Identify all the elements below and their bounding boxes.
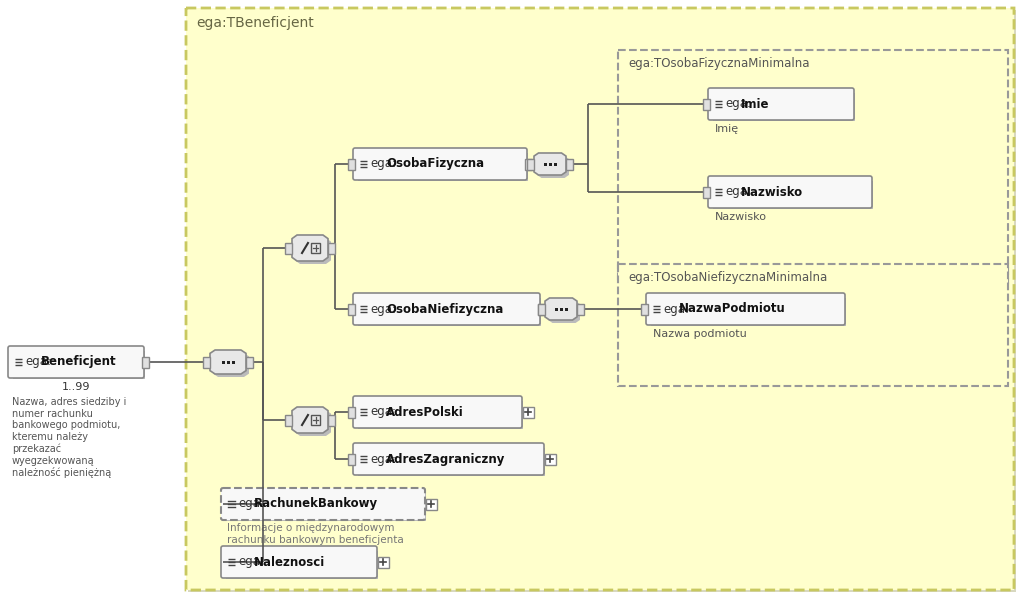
FancyBboxPatch shape (186, 8, 1014, 590)
Bar (226, 551, 378, 579)
FancyBboxPatch shape (353, 443, 544, 475)
Polygon shape (545, 298, 577, 320)
Text: Imię: Imię (715, 124, 739, 134)
Polygon shape (537, 156, 569, 178)
FancyBboxPatch shape (708, 88, 854, 120)
Bar (358, 298, 541, 326)
Polygon shape (295, 238, 331, 264)
Bar (651, 298, 846, 326)
FancyBboxPatch shape (353, 293, 540, 325)
Bar (348, 304, 355, 314)
Bar (311, 415, 319, 425)
Text: Naleznosci: Naleznosci (254, 556, 326, 569)
Polygon shape (292, 235, 328, 261)
Bar (426, 499, 436, 509)
Bar (203, 356, 210, 367)
Text: Nazwa podmiotu: Nazwa podmiotu (653, 329, 746, 339)
Bar (231, 361, 234, 364)
FancyBboxPatch shape (353, 148, 527, 180)
Text: AdresPolski: AdresPolski (386, 406, 464, 419)
Text: OsobaNiefizyczna: OsobaNiefizyczna (386, 302, 504, 316)
Bar (348, 407, 355, 418)
Text: RachunekBankowy: RachunekBankowy (254, 497, 379, 511)
Bar (358, 448, 545, 476)
Text: ega:: ega: (725, 185, 751, 199)
Bar (328, 415, 335, 425)
Bar (13, 351, 145, 379)
Bar (246, 356, 253, 367)
Text: Nazwa, adres siedziby i
numer rachunku
bankowego podmiotu,
kteremu należy
przeka: Nazwa, adres siedziby i numer rachunku b… (12, 397, 126, 478)
Bar (703, 187, 710, 197)
Bar (311, 243, 319, 253)
Bar (285, 242, 292, 253)
Polygon shape (295, 410, 331, 436)
FancyBboxPatch shape (8, 346, 144, 378)
Text: ega:: ega: (663, 302, 689, 316)
Text: ega:: ega: (370, 406, 396, 419)
Text: ega:: ega: (238, 497, 264, 511)
Bar (641, 304, 648, 314)
Text: ega:TOsobaNiefizycznaMinimalna: ega:TOsobaNiefizycznaMinimalna (628, 271, 827, 283)
FancyBboxPatch shape (221, 546, 377, 578)
Text: Imie: Imie (741, 97, 770, 110)
Bar (527, 158, 534, 169)
FancyBboxPatch shape (618, 264, 1008, 386)
Bar (221, 361, 224, 364)
Bar (544, 163, 547, 166)
Bar (188, 10, 1016, 592)
Bar (285, 415, 292, 425)
Bar (348, 454, 355, 464)
Bar (566, 158, 573, 169)
Bar (549, 163, 552, 166)
Bar (358, 153, 528, 181)
Text: Informacje o międzynarodowym
rachunku bankowym beneficjenta: Informacje o międzynarodowym rachunku ba… (227, 523, 403, 545)
Text: ega:TOsobaFizycznaMinimalna: ega:TOsobaFizycznaMinimalna (628, 56, 810, 70)
FancyBboxPatch shape (221, 488, 425, 520)
Polygon shape (210, 350, 246, 374)
Bar (522, 407, 534, 418)
Text: ega:: ega: (25, 355, 51, 368)
Bar (142, 356, 150, 367)
Polygon shape (534, 153, 566, 175)
FancyBboxPatch shape (618, 50, 1008, 283)
Bar (703, 98, 710, 109)
Bar (226, 493, 426, 521)
Text: ega:: ega: (370, 157, 396, 170)
Polygon shape (548, 301, 580, 323)
FancyBboxPatch shape (646, 293, 845, 325)
FancyBboxPatch shape (353, 396, 522, 428)
Text: AdresZagraniczny: AdresZagraniczny (386, 452, 506, 466)
Bar (713, 181, 873, 209)
Bar (564, 307, 567, 311)
Polygon shape (292, 407, 328, 433)
Bar (378, 557, 388, 568)
Text: 1..99: 1..99 (61, 382, 90, 392)
Text: Beneficjent: Beneficjent (41, 355, 117, 368)
Text: OsobaFizyczna: OsobaFizyczna (386, 157, 484, 170)
Text: ega:: ega: (725, 97, 751, 110)
Bar (226, 361, 229, 364)
Bar (555, 307, 557, 311)
Text: Nazwisko: Nazwisko (715, 212, 767, 222)
Text: NazwaPodmiotu: NazwaPodmiotu (679, 302, 786, 316)
Bar (348, 158, 355, 169)
Text: ega:: ega: (370, 452, 396, 466)
Bar (538, 304, 545, 314)
FancyBboxPatch shape (708, 176, 872, 208)
Polygon shape (213, 353, 249, 377)
Bar (525, 158, 532, 169)
Bar (554, 163, 556, 166)
Text: ega:: ega: (370, 302, 396, 316)
Bar (538, 304, 545, 314)
Bar (559, 307, 562, 311)
Text: ega:TBeneficjent: ega:TBeneficjent (196, 16, 313, 30)
Bar (713, 93, 855, 121)
Text: Nazwisko: Nazwisko (741, 185, 804, 199)
Text: ega:: ega: (238, 556, 264, 569)
Bar (328, 242, 335, 253)
Bar (545, 454, 555, 464)
Bar (577, 304, 584, 314)
Bar (358, 401, 523, 429)
